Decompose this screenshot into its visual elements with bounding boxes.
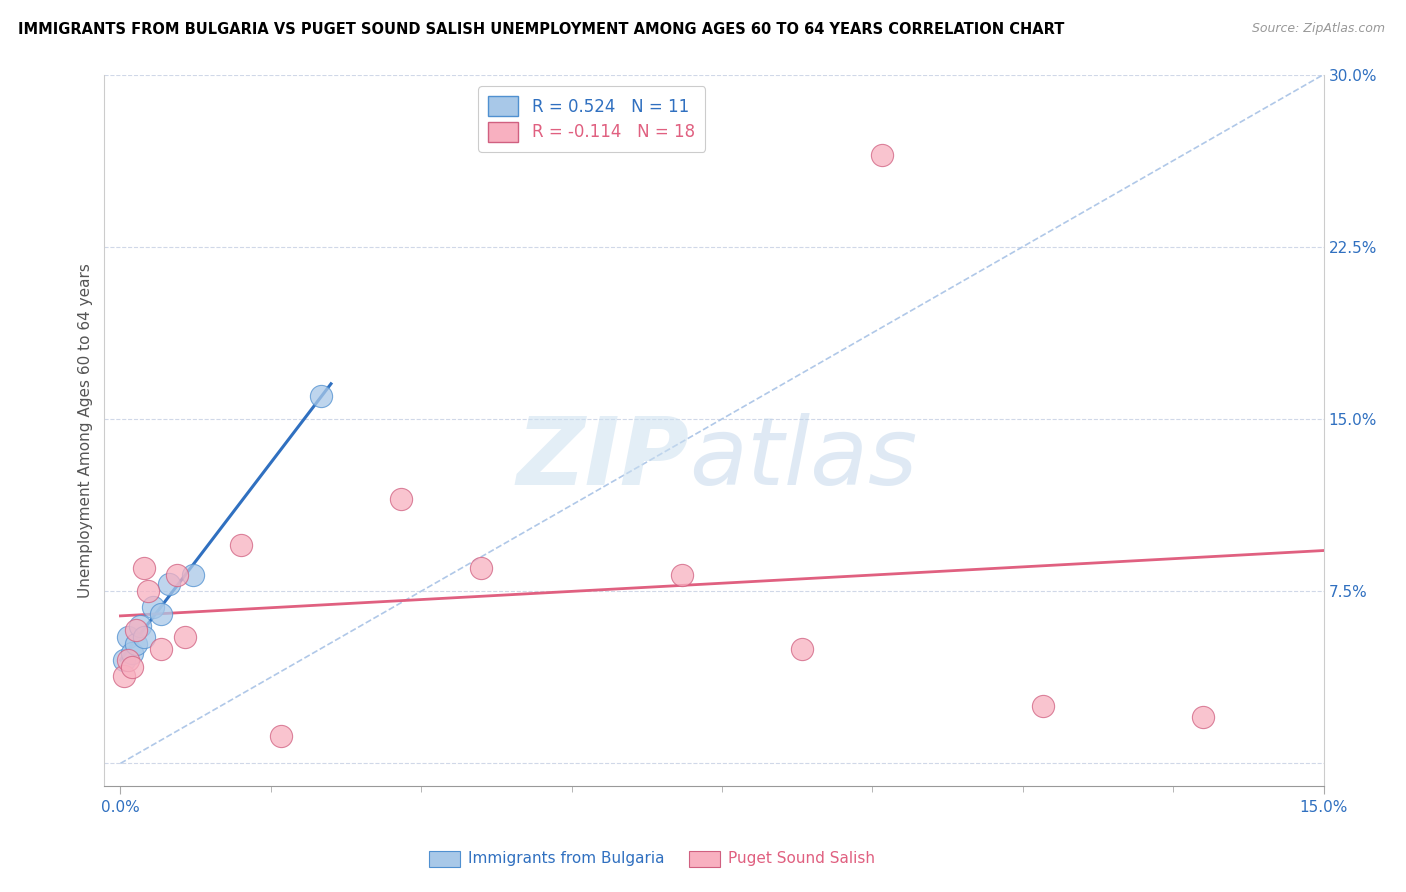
Legend: R = 0.524   N = 11, R = -0.114   N = 18: R = 0.524 N = 11, R = -0.114 N = 18 <box>478 87 704 152</box>
Text: Source: ZipAtlas.com: Source: ZipAtlas.com <box>1251 22 1385 36</box>
Y-axis label: Unemployment Among Ages 60 to 64 years: Unemployment Among Ages 60 to 64 years <box>79 263 93 598</box>
Text: Puget Sound Salish: Puget Sound Salish <box>728 852 876 866</box>
Text: IMMIGRANTS FROM BULGARIA VS PUGET SOUND SALISH UNEMPLOYMENT AMONG AGES 60 TO 64 : IMMIGRANTS FROM BULGARIA VS PUGET SOUND … <box>18 22 1064 37</box>
Text: ZIP: ZIP <box>517 413 689 505</box>
Text: Immigrants from Bulgaria: Immigrants from Bulgaria <box>468 852 665 866</box>
Text: atlas: atlas <box>689 413 918 504</box>
